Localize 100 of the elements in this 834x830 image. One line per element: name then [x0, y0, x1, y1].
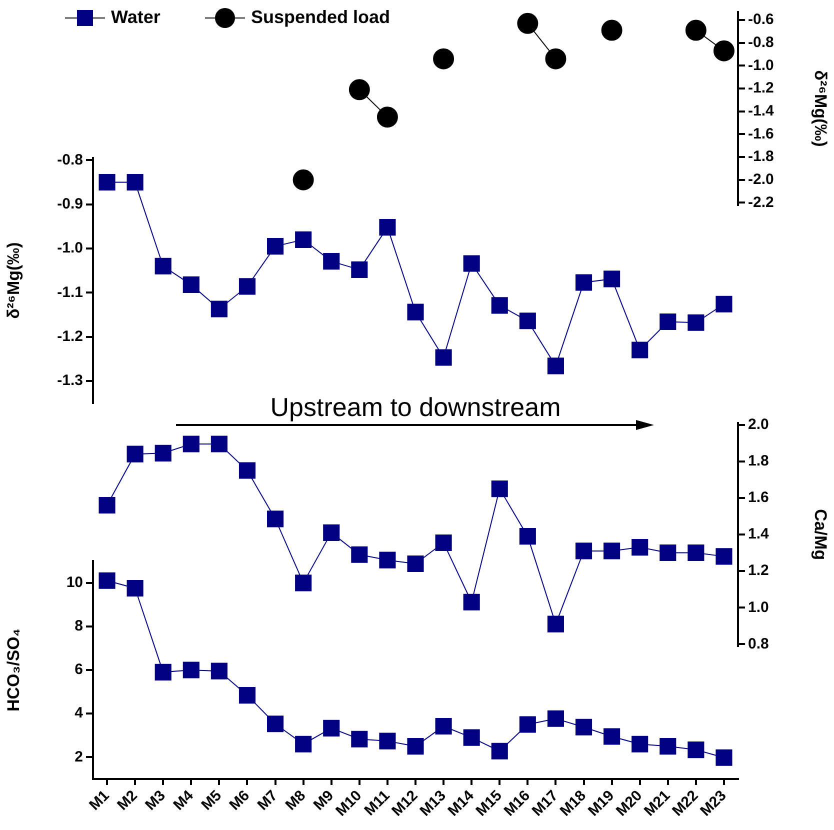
y-tick-label: 2: [74, 748, 83, 766]
point: [323, 253, 340, 270]
point: [98, 174, 116, 191]
point: [519, 528, 536, 545]
y-tick-label: -1.1: [57, 284, 83, 301]
point: [688, 544, 704, 562]
x-tick-label: M8: [282, 787, 310, 814]
point: [267, 716, 284, 732]
point: [517, 12, 538, 34]
annotation: Upstream to downstream: [270, 392, 561, 422]
y2-tick-label: 1.0: [748, 598, 769, 616]
point: [351, 730, 368, 748]
y-tick-label: 10: [66, 574, 83, 591]
y-tick-label: -1.2: [57, 328, 83, 345]
x-tick-label: M1: [86, 787, 113, 814]
point: [435, 718, 452, 735]
y2-tick-label: -2.0: [748, 171, 774, 188]
point: [323, 720, 340, 736]
point: [463, 594, 480, 610]
point: [601, 20, 622, 41]
y2-tick-label: 1.2: [748, 562, 769, 580]
point: [379, 219, 396, 236]
y2-tick-label: -1.6: [748, 125, 774, 142]
point: [491, 742, 508, 760]
point: [126, 580, 144, 597]
y-axis-title: HCO₃/SO₄: [4, 628, 23, 712]
point: [210, 300, 228, 318]
point: [463, 255, 480, 272]
y2-axis-title: Ca/Mg: [811, 509, 830, 560]
point: [407, 555, 424, 572]
point: [238, 687, 256, 704]
point: [575, 542, 592, 560]
point: [379, 552, 396, 568]
point: [348, 79, 370, 100]
point: [575, 718, 592, 736]
point: [688, 314, 704, 331]
point: [154, 664, 172, 680]
y2-tick-label: -1.0: [748, 56, 774, 74]
point: [407, 304, 424, 320]
point: [295, 231, 312, 248]
point: [435, 349, 452, 366]
point: [238, 278, 256, 295]
y2-tick-label: 2.0: [748, 416, 769, 433]
point: [547, 616, 564, 632]
y2-tick-label: -2.2: [748, 194, 774, 211]
point: [660, 544, 676, 562]
point: [407, 738, 424, 755]
x-tick-label: M5: [198, 787, 225, 814]
legend-label: Water: [111, 6, 160, 27]
y2-tick-label: -0.8: [748, 34, 774, 51]
point: [519, 716, 536, 733]
point: [154, 258, 172, 274]
point: [182, 276, 200, 293]
y-tick-label: -1.0: [57, 240, 83, 257]
point: [716, 548, 732, 565]
x-tick-label: M10: [332, 787, 366, 820]
point: [688, 742, 704, 758]
point: [154, 444, 172, 462]
point: [575, 274, 592, 291]
point: [295, 736, 312, 752]
point: [632, 342, 648, 358]
point: [376, 106, 398, 128]
point: [604, 542, 620, 560]
x-tick-label: M6: [226, 787, 253, 814]
y2-tick-label: 1.4: [748, 526, 770, 543]
point: [126, 446, 144, 462]
point: [632, 539, 648, 556]
point: [491, 297, 508, 314]
point: [604, 728, 620, 745]
point: [98, 572, 116, 589]
point: [210, 662, 228, 680]
point: [126, 174, 144, 191]
point: [182, 436, 200, 452]
point: [323, 524, 340, 541]
point: [463, 729, 480, 746]
point: [660, 738, 676, 755]
y2-tick-label: -1.4: [748, 102, 775, 120]
y2-tick-label: 1.6: [748, 489, 769, 506]
point: [238, 462, 256, 479]
point: [519, 312, 536, 330]
point: [351, 261, 368, 278]
y2-tick-label: 1.8: [748, 452, 769, 470]
y-tick-label: 6: [74, 661, 83, 678]
legend-label: Suspended load: [251, 6, 390, 27]
point: [267, 510, 284, 528]
point: [604, 270, 620, 288]
point: [491, 480, 508, 498]
point: [267, 238, 284, 255]
y-axis-title: δ²⁶Mg(‰): [4, 242, 23, 319]
y2-tick-label: -0.6: [748, 11, 774, 28]
x-tick-label: M3: [142, 787, 169, 814]
y-tick-label: 4: [74, 704, 84, 722]
point: [685, 20, 706, 41]
point: [433, 48, 454, 70]
y2-tick-label: -1.8: [748, 148, 774, 166]
point: [547, 358, 564, 374]
point: [98, 496, 116, 514]
point: [713, 40, 734, 62]
y-tick-label: -1.3: [57, 372, 83, 390]
point: [435, 534, 452, 552]
